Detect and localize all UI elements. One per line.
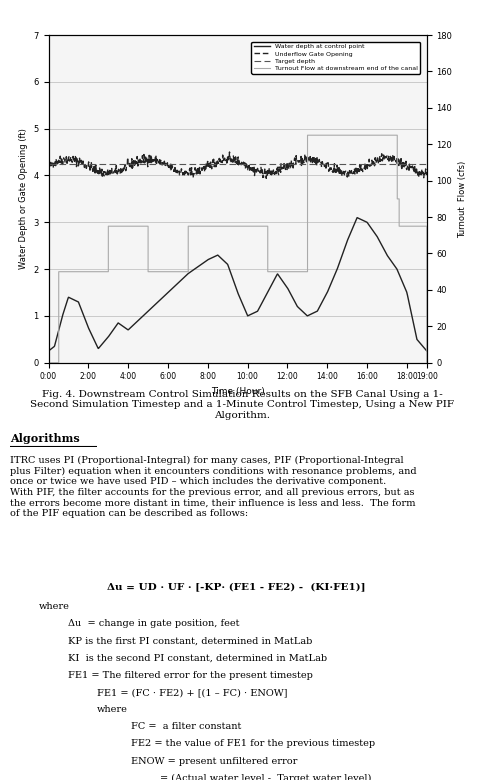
Legend: Water depth at control point, Underflow Gate Opening, Target depth, Turnout Flow: Water depth at control point, Underflow … xyxy=(251,41,419,73)
Text: Δu = UD · UF · [-KP· (FE1 - FE2) -  (KI·FE1)]: Δu = UD · UF · [-KP· (FE1 - FE2) - (KI·F… xyxy=(106,583,364,592)
Text: Fig. 4. Downstream Control Simulation Results on the SFB Canal Using a 1-
Second: Fig. 4. Downstream Control Simulation Re… xyxy=(30,390,454,420)
Text: KP is the first PI constant, determined in MatLab: KP is the first PI constant, determined … xyxy=(68,636,312,646)
Text: Δu  = change in gate position, feet: Δu = change in gate position, feet xyxy=(68,619,239,629)
Text: ENOW = present unfiltered error: ENOW = present unfiltered error xyxy=(131,757,297,766)
Text: Algorithms: Algorithms xyxy=(10,433,79,444)
Text: FE1 = (FC · FE2) + [(1 – FC) · ENOW]: FE1 = (FC · FE2) + [(1 – FC) · ENOW] xyxy=(97,688,287,697)
Text: where: where xyxy=(39,602,70,612)
Text: KI  is the second PI constant, determined in MatLab: KI is the second PI constant, determined… xyxy=(68,654,326,663)
Text: FC =  a filter constant: FC = a filter constant xyxy=(131,722,241,732)
Y-axis label: Turnout  Flow (cfs): Turnout Flow (cfs) xyxy=(457,160,466,238)
Text: FE2 = the value of FE1 for the previous timestep: FE2 = the value of FE1 for the previous … xyxy=(131,739,374,749)
Y-axis label: Water Depth or Gate Opening (ft): Water Depth or Gate Opening (ft) xyxy=(19,129,28,269)
Text: where: where xyxy=(97,705,128,714)
Text: FE1 = The filtered error for the present timestep: FE1 = The filtered error for the present… xyxy=(68,671,312,680)
Text: ITRC uses PI (Proportional-Integral) for many cases, PIF (Proportional-Integral
: ITRC uses PI (Proportional-Integral) for… xyxy=(10,456,415,518)
Text: = (Actual water level -  Target water level): = (Actual water level - Target water lev… xyxy=(160,774,371,780)
X-axis label: Time (Hour): Time (Hour) xyxy=(211,387,264,396)
